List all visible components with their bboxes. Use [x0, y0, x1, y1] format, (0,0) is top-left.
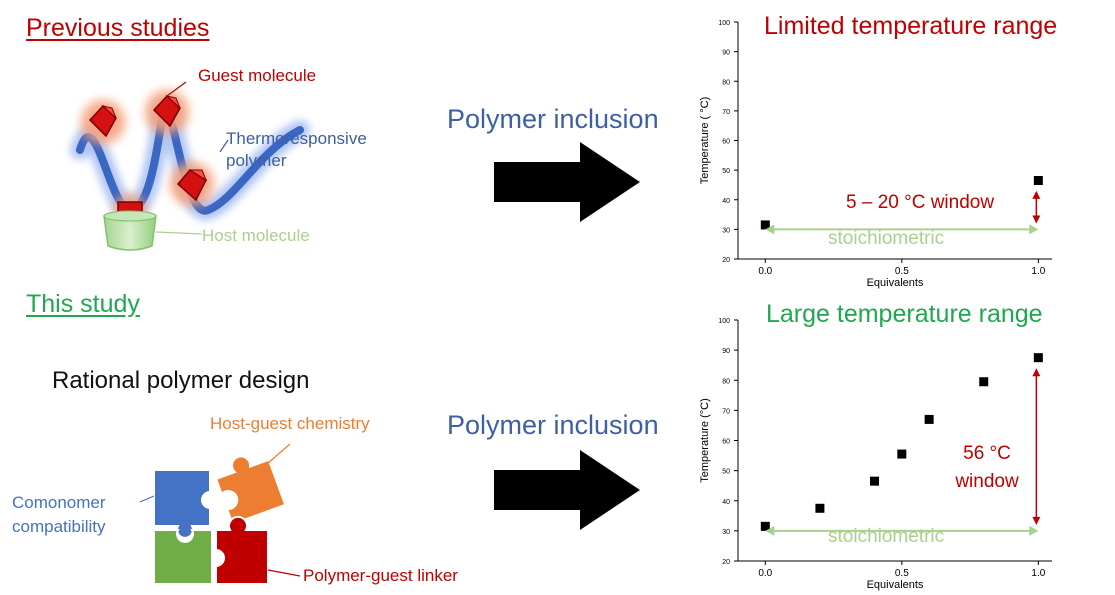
y-tick-label: 70	[722, 109, 730, 116]
rational-polymer-design-title: Rational polymer design	[52, 367, 310, 394]
y-axis-label: Temperature ( °C)	[699, 97, 711, 185]
data-point	[760, 521, 770, 531]
y-tick-label: 90	[722, 50, 730, 57]
y-tick-label: 60	[722, 139, 730, 146]
host-molecule-label: Host molecule	[202, 226, 310, 245]
comonomer-compatibility-label: Comonomer compatibility	[12, 493, 106, 536]
temperature-window-arrow	[1032, 368, 1041, 525]
y-tick-label: 100	[718, 20, 730, 27]
data-point	[924, 414, 934, 424]
this-study-title: This study	[26, 290, 140, 318]
y-tick-label: 40	[722, 499, 730, 506]
x-tick-label: 0.0	[758, 568, 772, 579]
y-tick-label: 50	[722, 168, 730, 175]
temperature-window-arrow	[1032, 190, 1041, 224]
chart-large-temperature-range: 20 30 40 50 60 70 80 90 100 0.0 0.5 1.0 Equivalents T…	[699, 318, 1052, 591]
guest-molecule-2	[152, 94, 181, 128]
y-tick-label: 90	[722, 348, 730, 355]
x-axis-label: Equivalents	[867, 277, 924, 289]
puzzle-piece-comonomer	[153, 469, 211, 539]
polymer-inclusion-label-top: Polymer inclusion	[447, 104, 659, 134]
stoichiometric-label-top: stoichiometric	[828, 228, 945, 249]
guest-molecule-3	[176, 169, 208, 202]
polymer-host-guest-illustration	[70, 81, 310, 251]
stoichiometric-label-bottom: stoichiometric	[828, 526, 945, 547]
data-point	[815, 503, 825, 513]
y-axis-label: Temperature (°C)	[699, 398, 711, 482]
polymer-guest-linker-label: Polymer-guest linker	[303, 566, 458, 585]
window-label-bottom: 56 °C window	[955, 443, 1019, 492]
y-tick-label: 80	[722, 378, 730, 385]
y-tick-label: 20	[722, 559, 730, 566]
y-tick-label: 80	[722, 79, 730, 86]
y-tick-label: 100	[718, 318, 730, 325]
data-point	[760, 220, 770, 230]
x-axis-label: Equivalents	[867, 579, 924, 591]
puzzle-piece-host-guest	[214, 455, 287, 526]
chart-title-bottom: Large temperature range	[766, 300, 1043, 328]
right-arrow-bottom	[494, 450, 640, 530]
y-tick-label: 30	[722, 529, 730, 536]
chart-title-top: Limited temperature range	[764, 12, 1058, 40]
guest-molecule-label: Guest molecule	[198, 66, 317, 85]
host-guest-chemistry-label: Host-guest chemistry	[210, 414, 370, 433]
right-arrow-top	[494, 142, 640, 222]
x-tick-label: 0.5	[895, 266, 909, 277]
y-tick-label: 30	[722, 227, 730, 234]
x-tick-label: 0.5	[895, 568, 909, 579]
puzzle-piece-compatibility	[153, 529, 213, 585]
x-tick-label: 1.0	[1031, 568, 1045, 579]
y-tick-label: 20	[722, 257, 730, 264]
data-point	[897, 449, 907, 459]
x-tick-label: 0.0	[758, 266, 772, 277]
chart-limited-temperature-range: 20 30 40 50 60 70 80 90 100 0.0 0.5 1.0 Equivalents T…	[699, 20, 1052, 289]
data-point	[979, 377, 989, 387]
puzzle-piece-linker	[215, 515, 269, 585]
y-tick-label: 70	[722, 408, 730, 415]
data-point	[1033, 175, 1043, 185]
puzzle-pieces-illustration	[140, 443, 301, 585]
data-point	[870, 476, 880, 486]
guest-molecule-1	[88, 104, 117, 138]
previous-studies-title: Previous studies	[26, 14, 210, 42]
x-tick-label: 1.0	[1031, 266, 1045, 277]
window-label-top: 5 – 20 °C window	[846, 192, 995, 213]
host-molecule-shape	[103, 215, 157, 251]
polymer-inclusion-label-bottom: Polymer inclusion	[447, 410, 659, 440]
data-point	[1033, 353, 1043, 363]
y-tick-label: 50	[722, 469, 730, 476]
stoichiometric-arrow	[765, 224, 1039, 235]
thermoresponsive-polymer-label: Thermoresponsive polymer	[226, 129, 367, 170]
y-tick-label: 60	[722, 439, 730, 446]
stoichiometric-arrow	[765, 525, 1039, 536]
y-tick-label: 40	[722, 198, 730, 205]
